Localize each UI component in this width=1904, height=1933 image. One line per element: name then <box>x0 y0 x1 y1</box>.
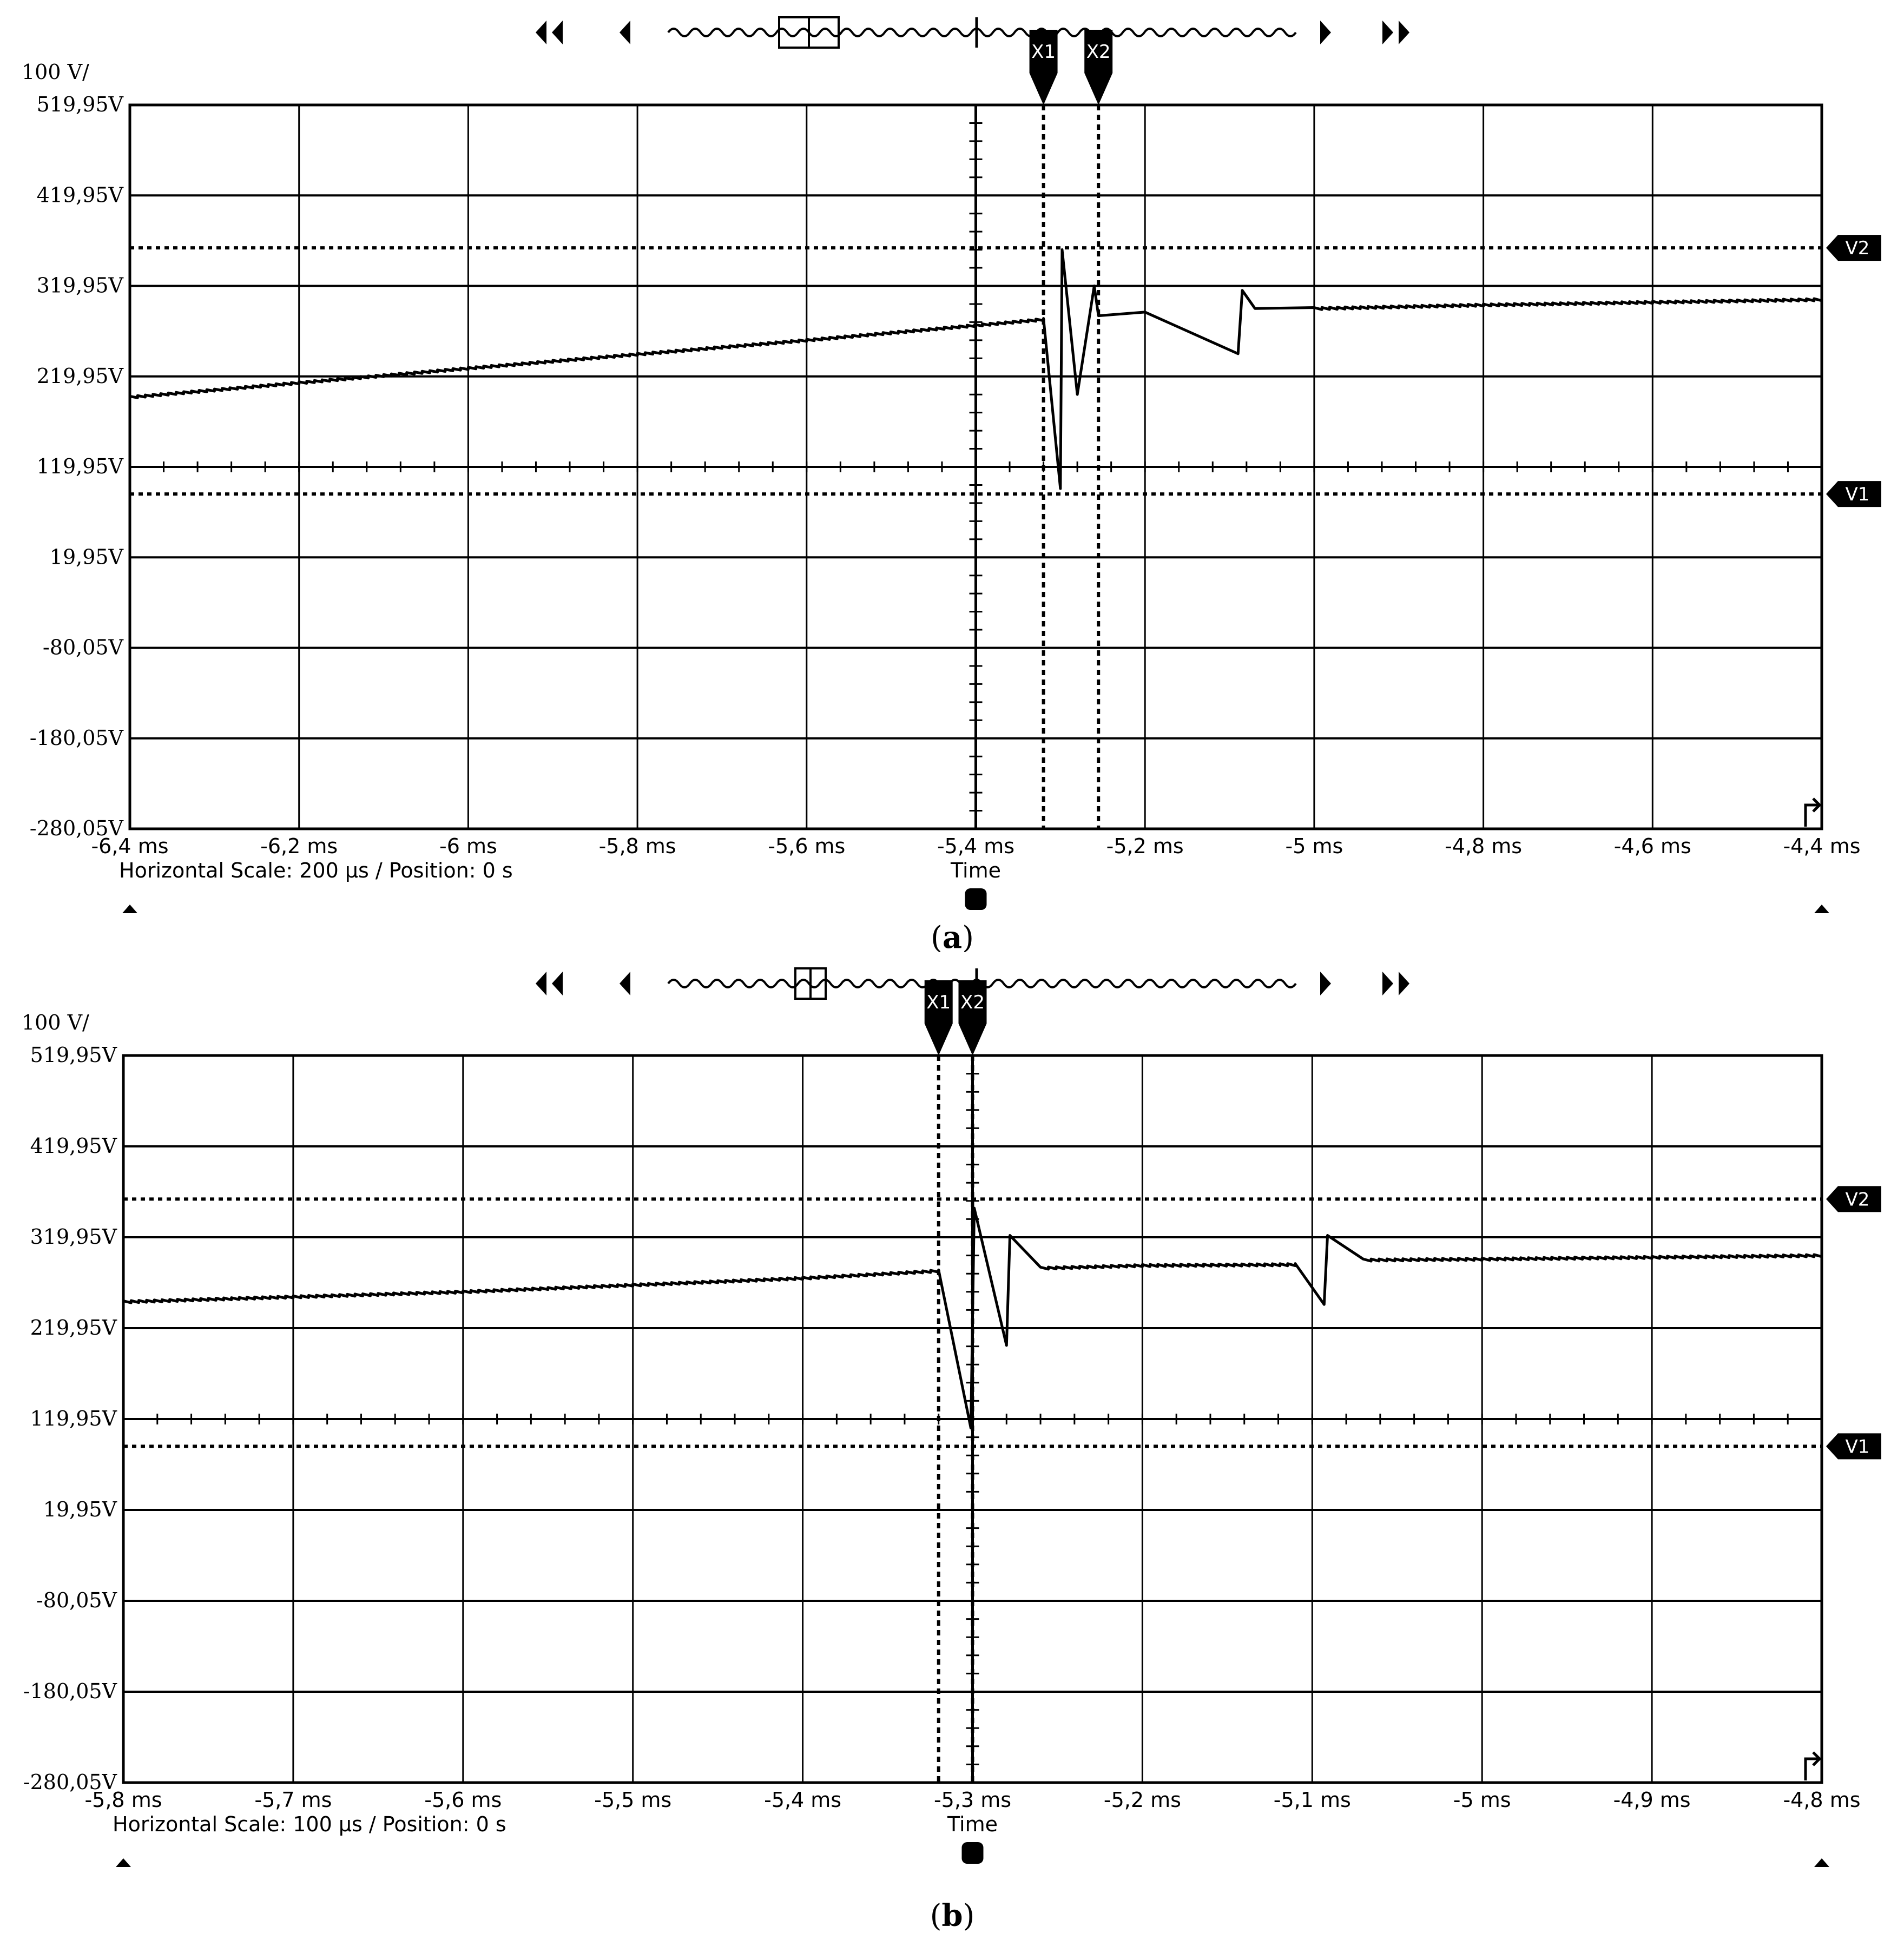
x-tick-label: -4,9 ms <box>1613 1788 1691 1812</box>
series-line <box>129 248 1823 490</box>
y-tick-label: 219,95V <box>30 1316 117 1340</box>
cursor-tag-label: V2 <box>1846 237 1870 259</box>
step-forward-icon <box>1320 21 1331 44</box>
rewind-fast-icon <box>536 21 563 44</box>
step-back-icon <box>620 972 630 995</box>
corner-arrow-icon <box>1804 797 1823 827</box>
trigger-icon <box>965 888 987 910</box>
cursor-tag-label: X2 <box>960 992 985 1013</box>
figure-caption: (b) <box>930 1898 975 1933</box>
x-tick-label: -5,3 ms <box>934 1788 1011 1812</box>
rewind-fast-icon <box>536 972 563 995</box>
y-tick-label: 119,95V <box>30 1407 117 1430</box>
x-tick-label: -5,2 ms <box>1104 1788 1181 1812</box>
y-tick-label: -180,05V <box>30 726 124 750</box>
cursor-flag-icon <box>1084 30 1113 105</box>
x-tick-label: -5 ms <box>1453 1788 1511 1812</box>
y-tick-label: 19,95V <box>50 545 124 569</box>
y-tick-label: 519,95V <box>37 93 124 116</box>
cursor-tag-label: V2 <box>1846 1189 1870 1210</box>
y-tick-label: -180,05V <box>23 1679 117 1703</box>
series-line <box>123 1206 1823 1430</box>
cursor-tag-label: X2 <box>1086 41 1111 63</box>
up-arrow-icon <box>1814 905 1829 913</box>
cursor-flag-icon <box>1826 235 1881 261</box>
y-tick-label: -280,05V <box>30 816 124 840</box>
cursor-tag-label: X1 <box>926 992 951 1013</box>
forward-fast-icon <box>1382 972 1409 995</box>
x-tick-label: -5,7 ms <box>254 1788 332 1812</box>
cursor-flag-icon <box>1826 1433 1881 1460</box>
y-tick-label: 119,95V <box>37 454 124 478</box>
up-arrow-icon <box>122 905 137 913</box>
x-tick-label: -4,8 ms <box>1783 1788 1860 1812</box>
x-tick-label: -5,6 ms <box>768 834 845 858</box>
record-waveform-icon <box>667 28 1297 37</box>
chart-panel-a: 519,95V 419,95V 319,95V 219,95V 119,95V 19,95… <box>22 16 1881 952</box>
x-tick-label: -5,5 ms <box>594 1788 671 1812</box>
x-tick-label: -5,2 ms <box>1106 834 1184 858</box>
cursor-flag-icon <box>958 980 987 1055</box>
x-tick-label: -5,8 ms <box>599 834 676 858</box>
chart-panel-b: 519,95V 419,95V 319,95V 219,95V 119,95V 19,95… <box>22 967 1881 1933</box>
trigger-icon <box>961 1842 984 1864</box>
x-tick-label: -4,4 ms <box>1783 834 1860 858</box>
cursor-tag-label: V1 <box>1846 1436 1870 1457</box>
x-tick-label: -6,4 ms <box>91 834 168 858</box>
up-arrow-icon <box>116 1858 131 1867</box>
cursor-flag-icon <box>1029 30 1058 105</box>
cursor-tag-label: V1 <box>1846 484 1870 505</box>
y-tick-label: -80,05V <box>36 1588 117 1612</box>
x-tick-label: -5,4 ms <box>764 1788 841 1812</box>
panel-label: a <box>943 920 962 952</box>
y-tick-label: 519,95V <box>30 1043 117 1067</box>
status-text: Horizontal Scale: 100 µs / Position: 0 s <box>113 1812 506 1836</box>
cursor-flag-icon <box>1826 481 1881 507</box>
x-tick-label: -6,2 ms <box>260 834 338 858</box>
y-tick-label: 419,95V <box>30 1134 117 1158</box>
step-back-icon <box>620 21 630 44</box>
y-scale-label: 100 V/ <box>22 60 89 84</box>
y-tick-label: 19,95V <box>43 1497 117 1521</box>
x-tick-label: -4,6 ms <box>1614 834 1691 858</box>
x-tick-label: -4,8 ms <box>1445 834 1522 858</box>
x-tick-label: -5,1 ms <box>1274 1788 1351 1812</box>
cursor-tag-label: X1 <box>1031 41 1056 63</box>
x-axis-label: Time <box>950 859 1001 882</box>
y-tick-label: 319,95V <box>30 1225 117 1249</box>
panel-label: b <box>941 1898 963 1933</box>
y-tick-label: 419,95V <box>37 183 124 207</box>
y-scale-label: 100 V/ <box>22 1011 89 1034</box>
x-tick-label: -5,6 ms <box>424 1788 502 1812</box>
x-tick-label: -5 ms <box>1286 834 1343 858</box>
x-tick-label: -5,8 ms <box>84 1788 162 1812</box>
y-tick-label: -80,05V <box>43 636 124 659</box>
cursor-flag-icon <box>924 980 953 1055</box>
x-tick-label: -5,4 ms <box>937 834 1014 858</box>
record-navigator <box>536 16 1409 49</box>
status-text: Horizontal Scale: 200 µs / Position: 0 s <box>119 859 513 882</box>
y-tick-label: -280,05V <box>23 1770 117 1794</box>
cursor-flag-icon <box>1826 1186 1881 1212</box>
y-tick-label: 219,95V <box>37 364 124 388</box>
x-tick-label: -6 ms <box>439 834 497 858</box>
forward-fast-icon <box>1382 21 1409 44</box>
x-axis-label: Time <box>947 1812 998 1836</box>
corner-arrow-icon <box>1804 1751 1823 1780</box>
up-arrow-icon <box>1814 1858 1829 1867</box>
step-forward-icon <box>1320 972 1331 995</box>
y-tick-label: 319,95V <box>37 274 124 298</box>
figure-caption: (a) <box>931 920 974 952</box>
